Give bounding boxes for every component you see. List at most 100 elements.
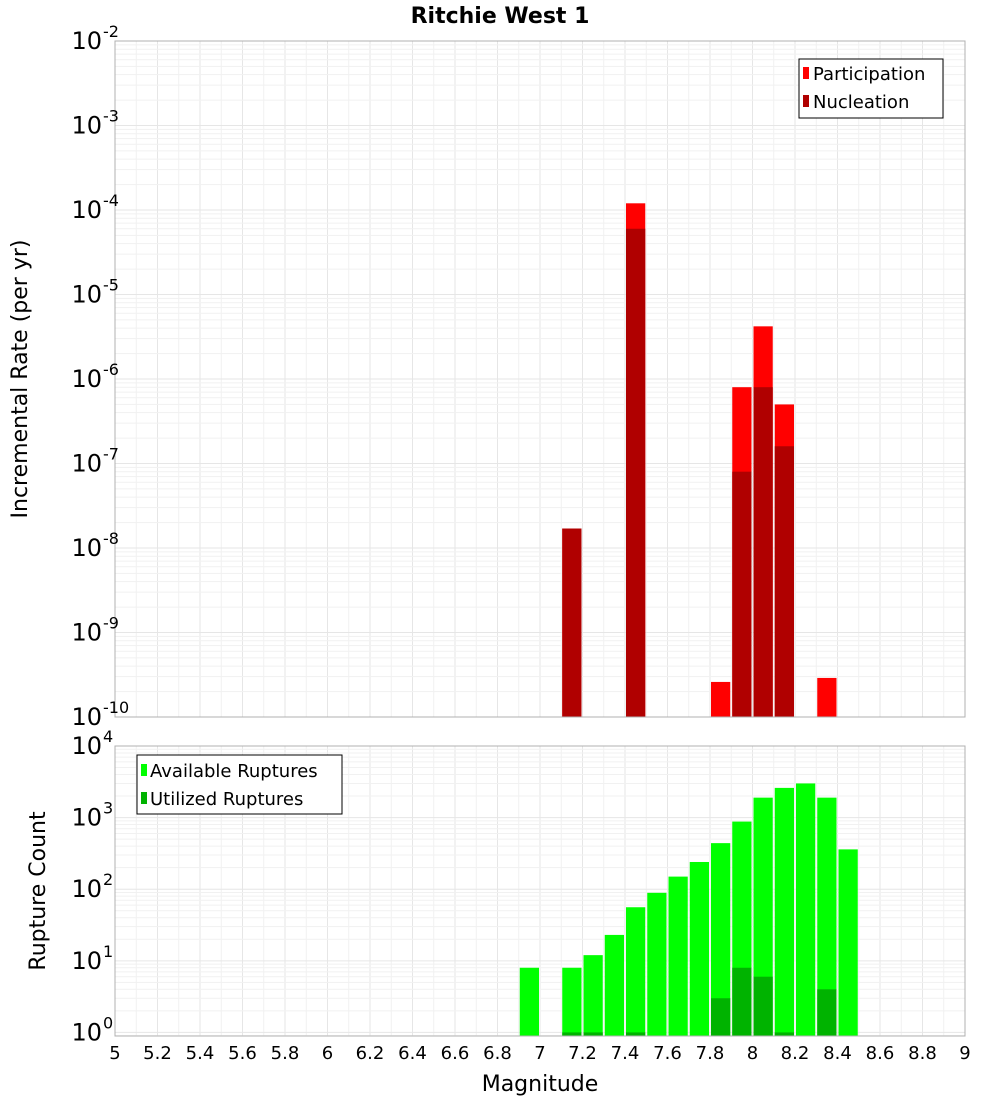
x-tick-label: 7.8: [696, 1043, 725, 1064]
bar-available-ruptures: [711, 843, 731, 1036]
y-tick-base: 10: [71, 619, 102, 647]
y-tick-base: 10: [71, 875, 102, 903]
bar-nucleation: [562, 528, 582, 717]
bar-available-ruptures: [519, 967, 539, 1036]
legend-swatch-available: [141, 764, 147, 776]
y-tick-exponent: 3: [103, 799, 113, 818]
x-tick-label: 8: [747, 1043, 758, 1064]
bar-available-ruptures: [838, 849, 858, 1036]
y-tick-base: 10: [71, 703, 102, 731]
y-tick-label: 10 -7: [71, 445, 119, 478]
y-tick-label: 10 -5: [71, 276, 119, 309]
y-tick-exponent: -8: [103, 529, 119, 548]
y-tick-label: 10 0: [71, 1013, 113, 1046]
bar-utilized-ruptures: [711, 998, 731, 1036]
y-tick-exponent: -10: [103, 698, 129, 717]
y-tick-base: 10: [71, 196, 102, 224]
bar-available-ruptures: [753, 797, 773, 1036]
bar-nucleation: [753, 387, 773, 717]
y-tick-exponent: -2: [103, 22, 119, 41]
bottom-grid: [114, 746, 966, 1037]
bar-available-ruptures: [689, 861, 709, 1036]
y-tick-label: 10 -8: [71, 529, 119, 562]
bar-available-ruptures: [817, 797, 837, 1036]
bar-nucleation: [626, 228, 646, 717]
y-tick-base: 10: [71, 281, 102, 309]
x-tick-label: 5.8: [271, 1043, 300, 1064]
x-tick-label: 6.6: [441, 1043, 470, 1064]
top-y-ticks: 10-210-310-410-510-610-710-810-910-10: [71, 22, 129, 731]
bar-utilized-ruptures: [817, 989, 837, 1036]
y-tick-exponent: 0: [103, 1013, 113, 1032]
y-tick-label: 10 2: [71, 870, 113, 903]
y-tick-label: 10 -2: [71, 22, 119, 55]
legend-swatch-utilized: [141, 792, 147, 804]
legend-swatch-nucleation: [803, 95, 809, 107]
x-tick-label: 6.8: [483, 1043, 512, 1064]
bottom-plot-frame: [114, 745, 966, 1037]
y-tick-exponent: -3: [103, 107, 119, 126]
x-tick-label: 5.6: [228, 1043, 257, 1064]
bar-utilized-ruptures: [774, 1032, 794, 1036]
bar-utilized-ruptures: [626, 1032, 646, 1036]
x-tick-label: 6: [322, 1043, 333, 1064]
y-tick-exponent: -9: [103, 614, 119, 633]
legend-label-participation: Participation: [813, 64, 925, 85]
bar-utilized-ruptures: [583, 1032, 603, 1036]
y-tick-exponent: 4: [103, 727, 113, 746]
x-tick-label: 9: [959, 1043, 970, 1064]
y-tick-exponent: -5: [103, 276, 119, 295]
bar-utilized-ruptures: [753, 976, 773, 1036]
bar-available-ruptures: [562, 967, 582, 1036]
bottom-legend: Available Ruptures Utilized Ruptures: [136, 754, 343, 815]
bar-utilized-ruptures: [562, 1032, 582, 1036]
y-tick-label: 10 1: [71, 942, 113, 975]
y-tick-base: 10: [71, 947, 102, 975]
y-tick-label: 10 -10: [71, 698, 129, 731]
y-tick-base: 10: [71, 1018, 102, 1046]
x-tick-label: 8.8: [908, 1043, 937, 1064]
bar-participation: [711, 681, 731, 717]
y-tick-base: 10: [71, 804, 102, 832]
bar-available-ruptures: [626, 907, 646, 1036]
legend-label-available: Available Ruptures: [150, 761, 318, 782]
x-tick-label: 7: [534, 1043, 545, 1064]
y-tick-base: 10: [71, 27, 102, 55]
y-tick-base: 10: [71, 732, 102, 760]
y-tick-label: 10 4: [71, 727, 113, 760]
y-tick-label: 10 -3: [71, 107, 119, 140]
x-tick-label: 7.6: [653, 1043, 682, 1064]
x-tick-label: 7.4: [611, 1043, 640, 1064]
y-tick-base: 10: [71, 112, 102, 140]
bar-nucleation: [732, 471, 752, 717]
top-panel: 10-210-310-410-510-610-710-810-910-10 In…: [8, 22, 966, 731]
y-tick-exponent: 2: [103, 870, 113, 889]
x-tick-label: 8.2: [781, 1043, 810, 1064]
top-plot-frame: [114, 40, 966, 718]
bottom-y-axis-label: Rupture Count: [26, 811, 51, 971]
bar-available-ruptures: [583, 955, 603, 1036]
y-tick-label: 10 -4: [71, 191, 119, 224]
bar-available-ruptures: [647, 892, 667, 1036]
top-legend-box: [798, 58, 944, 119]
y-tick-exponent: -6: [103, 360, 119, 379]
y-tick-base: 10: [71, 534, 102, 562]
x-tick-label: 7.2: [568, 1043, 597, 1064]
bar-participation: [817, 677, 837, 717]
bottom-legend-box: [136, 754, 343, 815]
legend-label-utilized: Utilized Ruptures: [150, 789, 303, 810]
x-tick-label: 6.2: [356, 1043, 385, 1064]
legend-label-nucleation: Nucleation: [813, 92, 909, 113]
top-bars: [562, 203, 837, 717]
x-tick-label: 5: [109, 1043, 120, 1064]
y-tick-exponent: -7: [103, 445, 119, 464]
bar-utilized-ruptures: [732, 967, 752, 1036]
y-tick-label: 10 -9: [71, 614, 119, 647]
top-y-axis-label: Incremental Rate (per yr): [8, 240, 33, 519]
chart-title: Ritchie West 1: [411, 4, 590, 29]
bar-available-ruptures: [668, 876, 688, 1036]
bar-available-ruptures: [796, 783, 816, 1036]
